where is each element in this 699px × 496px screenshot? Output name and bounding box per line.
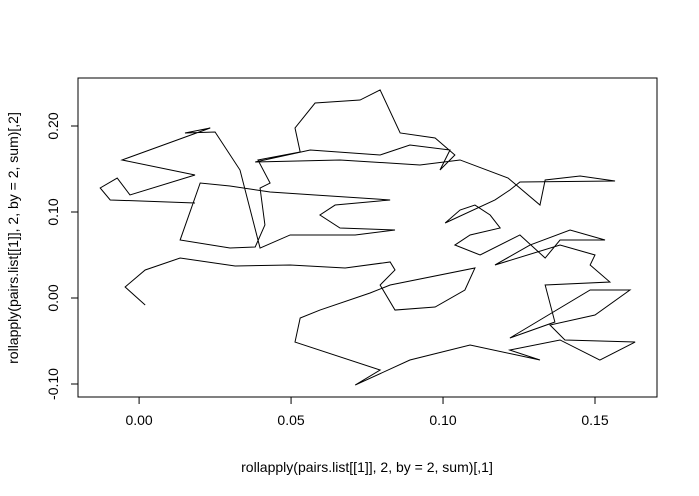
- x-tick-label: 0.05: [277, 412, 304, 428]
- x-tick-label: 0.15: [581, 412, 608, 428]
- y-tick-label: 0.20: [45, 112, 61, 139]
- y-axis-label: rollapply(pairs.list[[1]], 2, by = 2, su…: [5, 112, 21, 364]
- data-line: [99, 89, 636, 386]
- y-tick-label: -0.10: [45, 368, 61, 400]
- x-tick-label: 0.10: [429, 412, 456, 428]
- x-axis-label: rollapply(pairs.list[[1]], 2, by = 2, su…: [241, 459, 493, 475]
- plot-box: [77, 77, 658, 398]
- x-tick-label: 0.00: [125, 412, 152, 428]
- y-tick-label: 0.00: [45, 284, 61, 311]
- y-tick-label: 0.10: [45, 198, 61, 225]
